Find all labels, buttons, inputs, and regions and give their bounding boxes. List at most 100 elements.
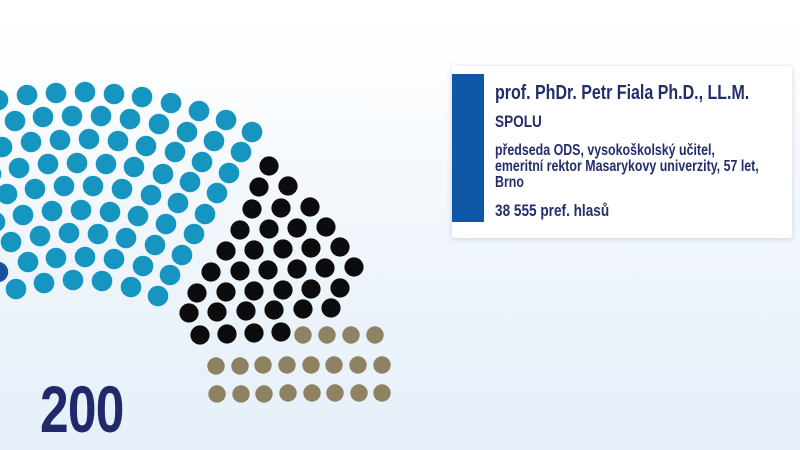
seat-dot-cyan[interactable] [188, 100, 210, 122]
seat-dot-khaki[interactable] [302, 356, 320, 374]
seat-dot-cyan[interactable] [74, 81, 96, 103]
seat-dot-cyan[interactable] [132, 255, 154, 277]
seat-dot-black[interactable] [330, 237, 350, 257]
seat-dot-cyan[interactable] [159, 264, 181, 286]
seat-dot-black[interactable] [207, 302, 227, 322]
seat-dot-cyan[interactable] [206, 182, 228, 204]
seat-dot-black[interactable] [273, 280, 293, 300]
seat-dot-cyan[interactable] [176, 121, 198, 143]
seat-dot-cyan[interactable] [230, 141, 252, 163]
seat-dot-cyan[interactable] [0, 231, 22, 253]
seat-dot-cyan[interactable] [82, 175, 104, 197]
seat-dot-khaki[interactable] [232, 385, 250, 403]
seat-dot-cyan[interactable] [191, 151, 213, 173]
seat-dot-cyan[interactable] [41, 200, 63, 222]
seat-dot-cyan[interactable] [95, 153, 117, 175]
seat-dot-cyan[interactable] [140, 184, 162, 206]
seat-dot-cyan[interactable] [152, 163, 174, 185]
seat-dot-khaki[interactable] [373, 384, 391, 402]
seat-dot-khaki[interactable] [208, 385, 226, 403]
seat-dot-cyan[interactable] [203, 130, 225, 152]
seat-dot-cyan[interactable] [164, 141, 186, 163]
seat-dot-cyan[interactable] [66, 152, 88, 174]
seat-dot-black[interactable] [244, 240, 264, 260]
seat-dot-khaki[interactable] [349, 356, 367, 374]
seat-dot-black[interactable] [271, 322, 291, 342]
seat-dot-black[interactable] [301, 279, 321, 299]
seat-dot-cyan[interactable] [74, 246, 96, 268]
seat-dot-cyan[interactable] [171, 244, 193, 266]
seat-dot-cyan[interactable] [24, 178, 46, 200]
seat-dot-cyan[interactable] [5, 278, 27, 300]
seat-dot-cyan[interactable] [167, 192, 189, 214]
seat-dot-black[interactable] [259, 156, 279, 176]
seat-dot-cyan[interactable] [58, 222, 80, 244]
seat-dot-black[interactable] [217, 324, 237, 344]
seat-dot-black[interactable] [249, 177, 269, 197]
seat-dot-black[interactable] [187, 283, 207, 303]
seat-dot-cyan[interactable] [131, 86, 153, 108]
seat-dot-black[interactable] [201, 262, 221, 282]
seat-dot-khaki[interactable] [207, 357, 225, 375]
seat-dot-cyan[interactable] [99, 201, 121, 223]
seat-dot-cyan[interactable] [91, 270, 113, 292]
seat-dot-cyan[interactable] [241, 121, 263, 143]
seat-dot-black[interactable] [287, 218, 307, 238]
seat-dot-cyan[interactable] [123, 156, 145, 178]
seat-dot-black[interactable] [244, 323, 264, 343]
seat-dot-khaki[interactable] [326, 384, 344, 402]
seat-dot-khaki[interactable] [279, 384, 297, 402]
seat-dot-black[interactable] [230, 261, 250, 281]
seat-dot-cyan[interactable] [4, 110, 26, 132]
seat-dot-khaki[interactable] [254, 356, 272, 374]
seat-dot-black[interactable] [236, 301, 256, 321]
seat-dot-black[interactable] [344, 257, 364, 277]
seat-dot-cyan[interactable] [16, 84, 38, 106]
seat-dot-spolu-dark-blue[interactable] [0, 262, 9, 282]
seat-dot-black[interactable] [244, 281, 264, 301]
seat-dot-cyan[interactable] [144, 234, 166, 256]
seat-dot-cyan[interactable] [62, 269, 84, 291]
seat-dot-cyan[interactable] [183, 223, 205, 245]
seat-dot-cyan[interactable] [90, 105, 112, 127]
seat-dot-black[interactable] [293, 299, 313, 319]
seat-dot-cyan[interactable] [70, 199, 92, 221]
seat-dot-khaki[interactable] [373, 356, 391, 374]
seat-dot-cyan[interactable] [37, 153, 59, 175]
seat-dot-cyan[interactable] [0, 183, 18, 205]
seat-dot-cyan[interactable] [29, 225, 51, 247]
seat-dot-cyan[interactable] [160, 92, 182, 114]
seat-dot-khaki[interactable] [294, 326, 312, 344]
seat-dot-black[interactable] [273, 239, 293, 259]
seat-dot-cyan[interactable] [12, 204, 34, 226]
seat-dot-cyan[interactable] [103, 83, 125, 105]
seat-dot-khaki[interactable] [255, 385, 273, 403]
seat-dot-cyan[interactable] [45, 247, 67, 269]
seat-dot-khaki[interactable] [318, 326, 336, 344]
seat-dot-black[interactable] [321, 298, 341, 318]
seat-dot-khaki[interactable] [303, 384, 321, 402]
seat-dot-black[interactable] [242, 199, 262, 219]
seat-dot-cyan[interactable] [87, 223, 109, 245]
seat-dot-cyan[interactable] [119, 108, 141, 130]
seat-dot-cyan[interactable] [0, 136, 13, 158]
seat-dot-cyan[interactable] [20, 131, 42, 153]
seat-dot-cyan[interactable] [17, 251, 39, 273]
seat-dot-black[interactable] [287, 259, 307, 279]
seat-dot-black[interactable] [190, 325, 210, 345]
seat-dot-cyan[interactable] [32, 106, 54, 128]
seat-dot-cyan[interactable] [194, 203, 216, 225]
seat-dot-cyan[interactable] [53, 175, 75, 197]
seat-dot-cyan[interactable] [49, 129, 71, 151]
seat-dot-khaki[interactable] [350, 384, 368, 402]
seat-dot-cyan[interactable] [78, 128, 100, 150]
seat-dot-black[interactable] [330, 278, 350, 298]
seat-dot-cyan[interactable] [215, 109, 237, 131]
seat-dot-cyan[interactable] [45, 82, 67, 104]
seat-dot-khaki[interactable] [342, 326, 360, 344]
seat-dot-cyan[interactable] [179, 171, 201, 193]
seat-dot-cyan[interactable] [127, 205, 149, 227]
seat-dot-cyan[interactable] [61, 105, 83, 127]
seat-dot-cyan[interactable] [135, 135, 157, 157]
